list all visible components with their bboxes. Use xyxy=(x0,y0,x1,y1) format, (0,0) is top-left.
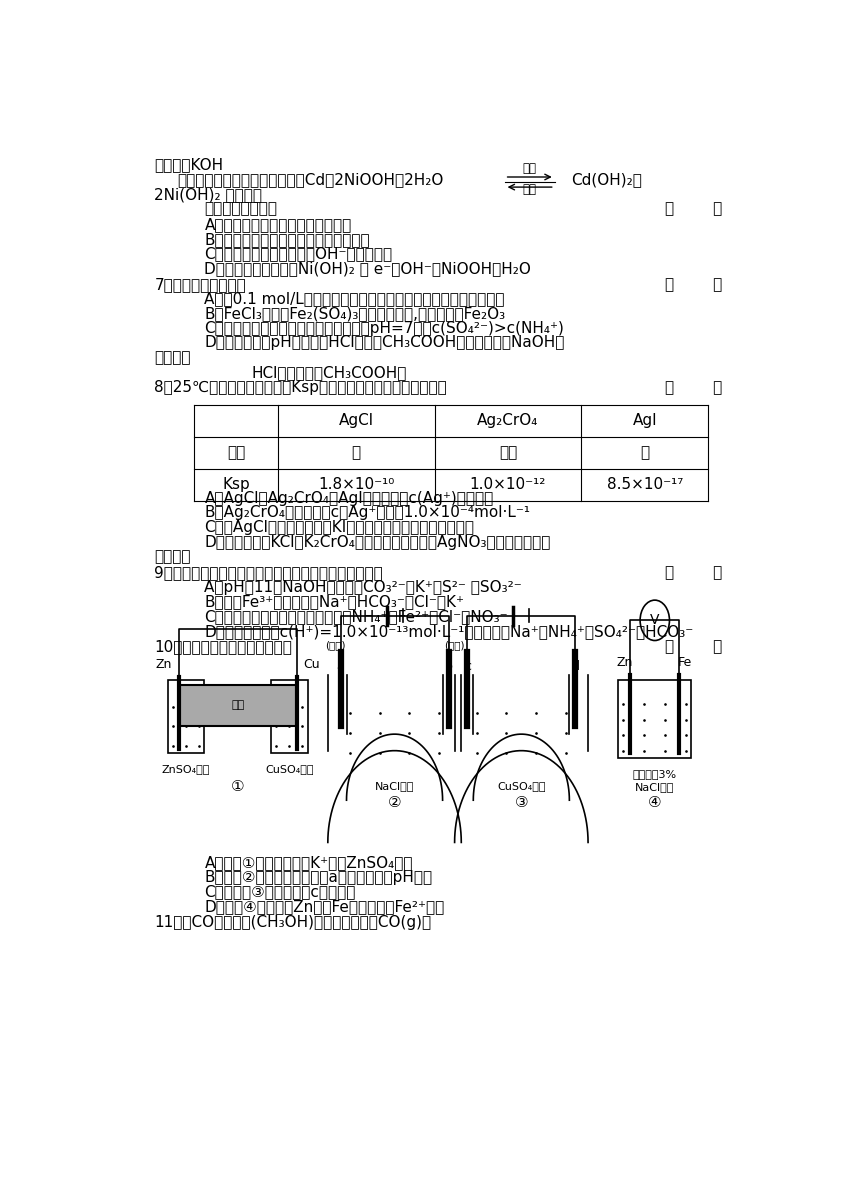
Text: 经酸化的3%: 经酸化的3% xyxy=(633,769,677,780)
Text: A．放电时负极附近溶液的碱性不变: A．放电时负极附近溶液的碱性不变 xyxy=(204,217,351,232)
Text: 8.5×10⁻¹⁷: 8.5×10⁻¹⁷ xyxy=(607,478,683,492)
Text: a: a xyxy=(337,659,344,672)
Text: AgCl: AgCl xyxy=(338,414,374,428)
Text: D．装置④中电子由Zn流向Fe，装置中有Fe²⁺生成: D．装置④中电子由Zn流向Fe，装置中有Fe²⁺生成 xyxy=(204,899,444,914)
Text: D．向等浓度的KCl与K₂CrO₄混合溶液中滴加少量AgNO₃溶液，将生成砖: D．向等浓度的KCl与K₂CrO₄混合溶液中滴加少量AgNO₃溶液，将生成砖 xyxy=(204,535,551,550)
Text: (石墨): (石墨) xyxy=(443,640,464,651)
Text: c: c xyxy=(464,659,471,672)
Text: B．充电过程是化学能转化为电能的过程: B．充电过程是化学能转化为电能的过程 xyxy=(204,231,370,247)
Text: C．在与铝反应放出氢气的溶液中：NH₄⁺、Fe²⁺、Cl⁻、NO₃⁻: C．在与铝反应放出氢气的溶液中：NH₄⁺、Fe²⁺、Cl⁻、NO₃⁻ xyxy=(204,609,508,623)
Text: 池的说法正确的是: 池的说法正确的是 xyxy=(204,201,277,217)
Text: Cu: Cu xyxy=(303,658,319,671)
Text: 2Ni(OH)₂ 有关该电: 2Ni(OH)₂ 有关该电 xyxy=(154,187,263,201)
Text: CuSO₄溶液: CuSO₄溶液 xyxy=(497,781,546,791)
Text: ZnSO₄溶液: ZnSO₄溶液 xyxy=(162,764,210,775)
Text: d: d xyxy=(572,659,579,672)
Text: （        ）: （ ） xyxy=(665,201,722,217)
Text: B．FeCl₃溶液和Fe₂(SO₄)₃溶液加热蒸干,灼烧都得到Fe₂O₃: B．FeCl₃溶液和Fe₂(SO₄)₃溶液加热蒸干,灼烧都得到Fe₂O₃ xyxy=(204,306,505,321)
Text: 白: 白 xyxy=(351,446,361,460)
Text: 溶液，其充、放电按下式进行：Cd＋2NiOOH＋2H₂O: 溶液，其充、放电按下式进行：Cd＋2NiOOH＋2H₂O xyxy=(177,172,444,187)
Text: Cd(OH)₂＋: Cd(OH)₂＋ xyxy=(572,172,642,187)
Text: Ag₂CrO₄: Ag₂CrO₄ xyxy=(477,414,539,428)
Text: 黄: 黄 xyxy=(641,446,649,460)
Text: B．Ag₂CrO₄饱和溶液中c（Ag⁺）约为1.0×10⁻⁴mol·L⁻¹: B．Ag₂CrO₄饱和溶液中c（Ag⁺）约为1.0×10⁻⁴mol·L⁻¹ xyxy=(204,505,530,520)
Text: 8．25℃时，三种难溶银盐的Ksp与颜色如表，下列说法正确的是: 8．25℃时，三种难溶银盐的Ksp与颜色如表，下列说法正确的是 xyxy=(154,380,447,396)
Text: b: b xyxy=(444,659,453,672)
Text: （        ）: （ ） xyxy=(665,639,722,654)
Text: A．装置①中，盐桥中的K⁺移向ZnSO₄溶液: A．装置①中，盐桥中的K⁺移向ZnSO₄溶液 xyxy=(204,855,413,870)
Text: 砖红: 砖红 xyxy=(499,446,517,460)
Text: Ksp: Ksp xyxy=(222,478,250,492)
Text: HCl需要的小于CH₃COOH的: HCl需要的小于CH₃COOH的 xyxy=(251,365,406,380)
Bar xyxy=(271,679,308,753)
Text: C．用装置③精炼铜时，c极为粗铜: C．用装置③精炼铜时，c极为粗铜 xyxy=(204,884,356,899)
Text: 盐桥: 盐桥 xyxy=(231,700,245,710)
Text: 放电: 放电 xyxy=(523,162,536,175)
Text: 质溶液为KOH: 质溶液为KOH xyxy=(154,157,224,173)
Text: (石墨): (石墨) xyxy=(325,640,345,651)
Text: NaCl溶液: NaCl溶液 xyxy=(375,781,414,791)
Text: 11．用CO合成甲醇(CH₃OH)的化学方程式为CO(g)＋: 11．用CO合成甲醇(CH₃OH)的化学方程式为CO(g)＋ xyxy=(154,914,431,930)
Text: D．中和体积与pH都相同的HCl溶液和CH₃COOH溶液所消耗的NaOH物: D．中和体积与pH都相同的HCl溶液和CH₃COOH溶液所消耗的NaOH物 xyxy=(204,335,565,350)
Text: B．装置②工作一段时间后，a极附近溶液的pH增大: B．装置②工作一段时间后，a极附近溶液的pH增大 xyxy=(204,870,432,884)
Bar xyxy=(618,679,691,758)
Text: Zn: Zn xyxy=(616,656,633,669)
Text: 充电: 充电 xyxy=(523,184,536,197)
Text: （        ）: （ ） xyxy=(665,380,722,396)
Text: 红色沉淀: 红色沉淀 xyxy=(154,550,191,564)
Text: A．pH＝11的NaOH溶液中：CO₃²⁻、K⁺、S²⁻ 、SO₃²⁻: A．pH＝11的NaOH溶液中：CO₃²⁻、K⁺、S²⁻ 、SO₃²⁻ xyxy=(204,579,522,595)
Text: ④: ④ xyxy=(648,795,661,809)
Text: NaCl溶液: NaCl溶液 xyxy=(635,782,674,791)
Text: 7．下列说法正确的是: 7．下列说法正确的是 xyxy=(154,277,246,292)
Text: D．充电时阳极反应：Ni(OH)₂ － e⁻＋OH⁻＝NiOOH＋H₂O: D．充电时阳极反应：Ni(OH)₂ － e⁻＋OH⁻＝NiOOH＋H₂O xyxy=(204,261,531,277)
Bar xyxy=(179,684,297,726)
Text: A．向0.1 mol/L的醋酸中加入水过程中，溶液中各离子浓度均减小: A．向0.1 mol/L的醋酸中加入水过程中，溶液中各离子浓度均减小 xyxy=(204,291,505,306)
Text: 9．下列各离子组在指定的溶液中一定能够大量共存的是: 9．下列各离子组在指定的溶液中一定能够大量共存的是 xyxy=(154,565,383,581)
Text: ③: ③ xyxy=(515,795,528,809)
Text: Zn: Zn xyxy=(156,658,172,671)
Text: C．将稀氨水逐滴加入稀硫酸中，当溶液pH=7时，c(SO₄²⁻)>c(NH₄⁺): C．将稀氨水逐滴加入稀硫酸中，当溶液pH=7时，c(SO₄²⁻)>c(NH₄⁺) xyxy=(204,321,564,336)
Text: C．向AgCl悬浊液加入足量KI溶液，沉淀将由白色转化为黄色: C．向AgCl悬浊液加入足量KI溶液，沉淀将由白色转化为黄色 xyxy=(204,520,474,535)
Text: 10．关于下列装置说法正确的是: 10．关于下列装置说法正确的是 xyxy=(154,639,292,654)
Text: （        ）: （ ） xyxy=(665,277,722,292)
Text: V: V xyxy=(650,614,660,627)
Text: 1.8×10⁻¹⁰: 1.8×10⁻¹⁰ xyxy=(318,478,394,492)
Text: ②: ② xyxy=(387,795,401,809)
Text: D．由水电离出的c(H⁺)=1.0×10⁻¹³mol·L⁻¹的溶液中：Na⁺、NH₄⁺、SO₄²⁻、HCO₃⁻: D．由水电离出的c(H⁺)=1.0×10⁻¹³mol·L⁻¹的溶液中：Na⁺、N… xyxy=(204,623,694,639)
Text: Fe: Fe xyxy=(678,656,692,669)
Text: CuSO₄溶液: CuSO₄溶液 xyxy=(265,764,313,775)
Text: AgI: AgI xyxy=(633,414,657,428)
Bar xyxy=(168,679,204,753)
Text: C．放电时电解质溶液中的OH⁻向正极移动: C．放电时电解质溶液中的OH⁻向正极移动 xyxy=(204,247,393,261)
Text: 1.0×10⁻¹²: 1.0×10⁻¹² xyxy=(470,478,546,492)
Text: ①: ① xyxy=(231,780,245,794)
Text: （        ）: （ ） xyxy=(665,565,722,581)
Text: 颜色: 颜色 xyxy=(227,446,245,460)
Text: 质的量，: 质的量， xyxy=(154,350,191,365)
Text: A．AgCl、Ag₂CrO₄、AgI饱和溶液中c(Ag⁺)依次减小: A．AgCl、Ag₂CrO₄、AgI饱和溶液中c(Ag⁺)依次减小 xyxy=(204,491,493,505)
Text: B．含有Fe³⁺的溶液中：Na⁺、HCO₃⁻、Cl⁻、K⁺: B．含有Fe³⁺的溶液中：Na⁺、HCO₃⁻、Cl⁻、K⁺ xyxy=(204,595,464,609)
